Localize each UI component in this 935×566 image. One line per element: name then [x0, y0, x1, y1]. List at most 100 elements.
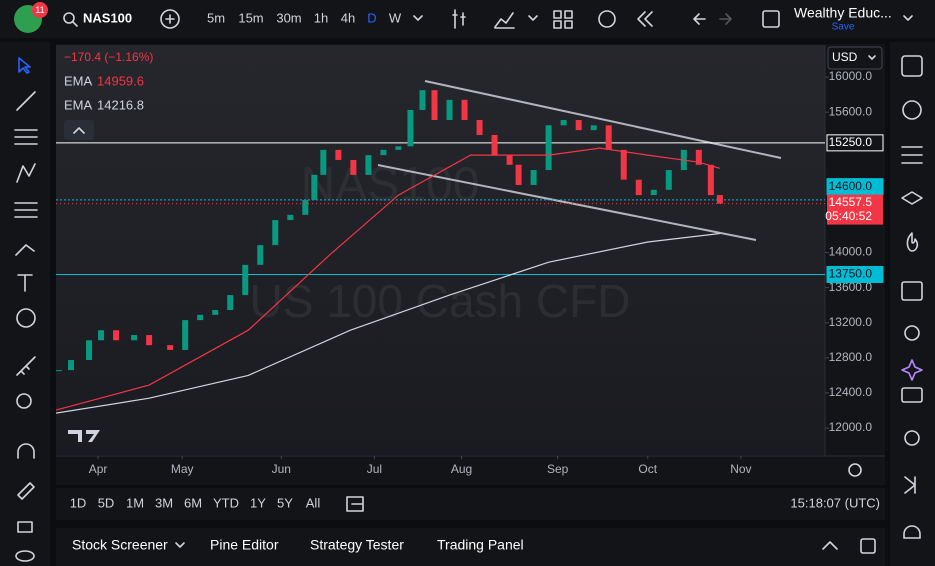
interval[interactable]: 5m	[207, 10, 225, 25]
level-label-box	[826, 265, 884, 283]
text-tool[interactable]	[17, 274, 33, 292]
layers[interactable]	[901, 191, 923, 205]
settings[interactable]	[848, 463, 862, 477]
lock-tool[interactable]	[17, 521, 33, 533]
interval[interactable]: D	[367, 10, 376, 25]
currency-button[interactable]	[827, 46, 883, 70]
streams[interactable]	[904, 430, 920, 446]
layouts[interactable]	[553, 10, 573, 29]
notifications[interactable]	[903, 525, 921, 539]
brush-tool[interactable]	[15, 244, 35, 256]
expand-panel[interactable]	[822, 541, 838, 550]
interval-menu[interactable]	[413, 15, 423, 21]
redo[interactable]	[719, 13, 732, 25]
candle	[590, 125, 597, 131]
candle	[476, 120, 483, 135]
x-tick-label: May	[171, 462, 194, 476]
x-tick-label: Aug	[451, 462, 472, 476]
hotlist[interactable]	[906, 232, 919, 252]
range-button[interactable]: 1D	[70, 495, 87, 510]
channel-upper[interactable]	[424, 80, 782, 159]
range-button[interactable]: YTD	[213, 495, 239, 510]
level-label: 15250.0	[829, 135, 873, 149]
currency[interactable]: USD	[832, 50, 858, 64]
panel-tab[interactable]: Strategy Tester	[310, 537, 404, 553]
candle	[227, 295, 234, 311]
candle	[146, 335, 153, 346]
zoom-tool[interactable]	[16, 393, 32, 409]
range-button[interactable]: 1M	[126, 495, 144, 510]
pattern-tool[interactable]	[16, 163, 36, 183]
panel-tab[interactable]: Pine Editor	[210, 537, 279, 553]
last-price-box	[827, 194, 883, 225]
forecast-tool[interactable]	[14, 202, 38, 218]
range-button[interactable]: 3M	[155, 495, 173, 510]
watchlist[interactable]	[901, 55, 923, 77]
range-button[interactable]: 5D	[98, 495, 115, 510]
interval[interactable]: W	[389, 10, 402, 25]
hide-tool[interactable]	[15, 550, 35, 562]
panel-tab[interactable]: Trading Panel	[437, 537, 524, 553]
fullscreen[interactable]	[762, 10, 780, 28]
trendline-tool[interactable]	[16, 91, 36, 111]
fib-tool[interactable]	[14, 129, 38, 145]
legend-ema-name: EMA	[64, 73, 93, 88]
emoji-tool[interactable]	[16, 308, 36, 328]
range-button[interactable]: 6M	[184, 495, 202, 510]
cursor-tool[interactable]	[18, 57, 31, 74]
interval[interactable]: 15m	[238, 10, 263, 25]
alerts[interactable]	[902, 100, 922, 120]
y-tick-label: 14000.0	[829, 245, 873, 259]
lock-drawings[interactable]	[17, 482, 35, 500]
chart-type[interactable]	[452, 9, 466, 29]
range-button[interactable]: 5Y	[277, 495, 293, 510]
indicators-menu[interactable]	[528, 15, 538, 21]
undo[interactable]	[693, 13, 706, 25]
watermark-subtitle: US 100 Cash CFD	[250, 275, 631, 327]
maximize-panel[interactable]	[860, 538, 876, 554]
collapse-legend[interactable]	[64, 120, 94, 140]
x-tick-label: Apr	[89, 462, 108, 476]
x-tick-label: Nov	[730, 462, 751, 476]
candle	[86, 340, 93, 361]
candles	[56, 90, 723, 414]
panel-tab[interactable]: Stock Screener	[72, 537, 168, 553]
magnet-tool[interactable]	[17, 443, 35, 459]
y-tick-label: 13200.0	[829, 315, 873, 329]
candle	[665, 170, 672, 190]
legend-ema-value: 14959.6	[97, 73, 144, 88]
save-label[interactable]: Save	[832, 22, 855, 33]
range-button[interactable]: 1Y	[250, 495, 266, 510]
calendar[interactable]	[901, 281, 923, 301]
indicators[interactable]	[494, 12, 515, 29]
candle	[695, 149, 702, 165]
clock[interactable]: 15:18:07 (UTC)	[790, 495, 880, 510]
level-label-box	[826, 134, 884, 152]
legend-change: −170.4 (−1.16%)	[64, 50, 153, 64]
measure-tool[interactable]	[16, 356, 36, 376]
ema-line	[56, 147, 721, 411]
alert[interactable]	[598, 10, 616, 28]
assistant[interactable]	[901, 359, 923, 381]
interval[interactable]: 1h	[314, 10, 328, 25]
candle	[707, 164, 714, 196]
range-button[interactable]: All	[306, 495, 321, 510]
date-range[interactable]	[346, 496, 364, 512]
data-window[interactable]	[901, 146, 923, 164]
interval[interactable]: 4h	[341, 10, 355, 25]
account-menu[interactable]	[903, 15, 913, 21]
account-name[interactable]: Wealthy Educ...	[794, 5, 892, 21]
add-symbol[interactable]	[160, 9, 180, 29]
ideas[interactable]	[904, 325, 920, 341]
candle	[545, 125, 552, 171]
search-icon[interactable]	[63, 12, 75, 24]
replay-panel[interactable]	[904, 476, 916, 494]
screener-menu[interactable]	[175, 542, 185, 548]
chats[interactable]	[901, 387, 923, 403]
level-label: 14600.0	[829, 179, 873, 193]
replay[interactable]	[637, 11, 653, 27]
interval[interactable]: 30m	[276, 10, 301, 25]
channel-lower[interactable]	[377, 164, 757, 241]
symbol[interactable]: NAS100	[83, 10, 132, 25]
